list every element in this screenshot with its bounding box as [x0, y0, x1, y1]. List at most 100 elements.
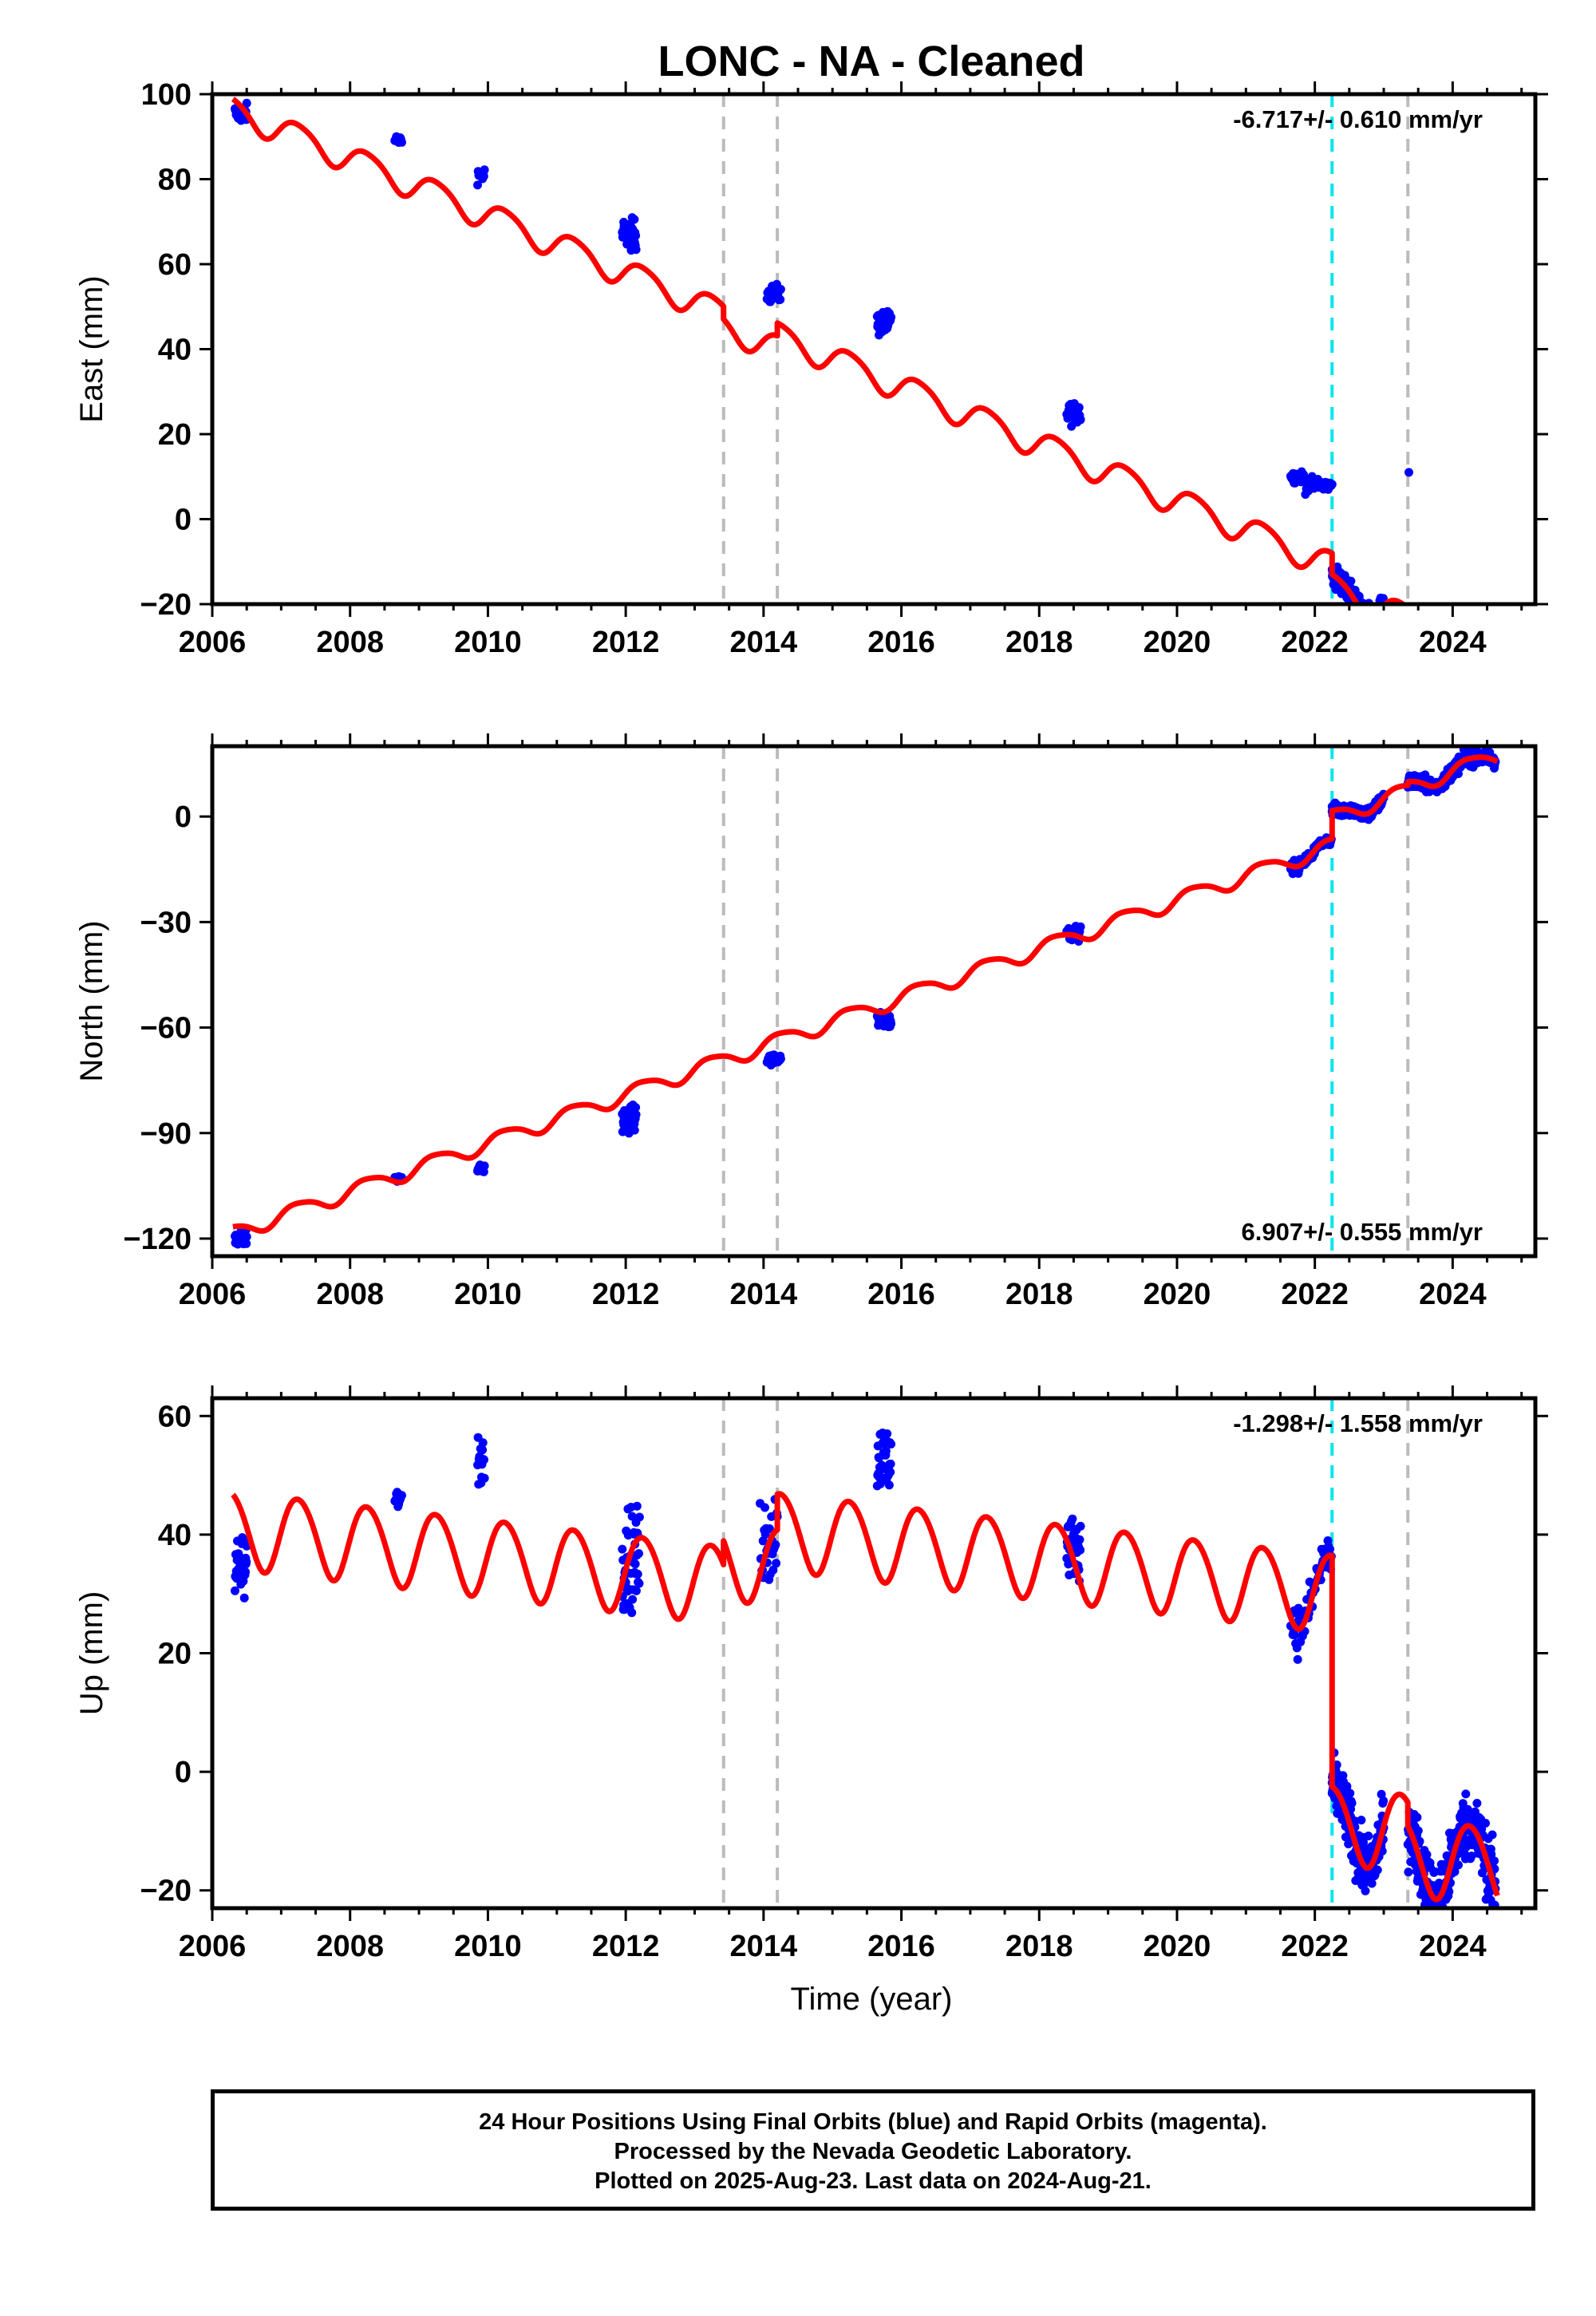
processing-note-line-2: Processed by the Nevada Geodetic Laborat… — [614, 2139, 1132, 2164]
data-point — [1489, 661, 1498, 670]
data-point — [633, 1569, 642, 1579]
data-point — [1410, 622, 1419, 630]
data-point — [241, 1567, 250, 1577]
data-point — [1076, 1545, 1085, 1555]
data-point — [634, 1549, 643, 1559]
data-point — [1484, 661, 1493, 670]
data-point — [1473, 658, 1482, 667]
data-point — [1408, 624, 1416, 633]
data-point — [630, 1125, 639, 1135]
data-point — [1406, 624, 1415, 633]
data-point — [1373, 611, 1382, 620]
data-point — [1424, 1910, 1433, 1919]
x-tick-label: 2012 — [592, 1930, 660, 1963]
x-tick-label: 2016 — [867, 626, 935, 659]
data-point — [618, 1544, 627, 1554]
model-curve — [231, 1491, 1500, 1903]
data-point — [887, 312, 896, 322]
data-point — [1353, 610, 1362, 619]
east-panel: 2006 2008 2010 2012 2014 2016 2018 2020 2022 2024… — [74, 78, 1548, 682]
data-point — [1076, 922, 1085, 931]
figure-title: LONC - NA - Cleaned — [658, 38, 1084, 85]
y-tick-label: −90 — [140, 1117, 192, 1151]
data-point — [1361, 609, 1369, 618]
rate-label: 6.907+/- 0.555 mm/yr — [1242, 1218, 1483, 1246]
data-point — [1410, 628, 1419, 637]
data-point — [1487, 662, 1496, 670]
x-tick-label: 2012 — [592, 1278, 660, 1311]
y-tick-label: 60 — [158, 1400, 192, 1433]
data-point — [1409, 622, 1418, 631]
data-point — [1404, 626, 1412, 635]
data-point — [1485, 671, 1494, 680]
data-point — [1374, 615, 1383, 624]
data-point — [1429, 661, 1438, 670]
y-tick-label: 20 — [158, 418, 192, 452]
data-point — [1373, 1865, 1382, 1875]
data-point — [1369, 608, 1377, 617]
data-point — [1367, 620, 1376, 629]
y-tick-label: −20 — [140, 1875, 192, 1908]
data-point — [1357, 612, 1366, 621]
data-point — [1441, 659, 1450, 668]
data-point — [1360, 611, 1369, 619]
data-point — [1486, 666, 1495, 674]
data-point — [242, 1239, 251, 1248]
x-tick-label: 2010 — [454, 626, 522, 659]
x-tick-label: 2024 — [1419, 626, 1487, 659]
data-point — [1367, 608, 1376, 617]
data-point — [1428, 663, 1437, 672]
data-point — [1405, 625, 1414, 634]
data-point — [631, 245, 641, 255]
data-point — [1487, 665, 1496, 674]
data-point — [1371, 618, 1380, 626]
data-point — [1368, 615, 1377, 624]
data-point — [1362, 608, 1371, 617]
data-point — [1357, 607, 1365, 616]
rate-label: -1.298+/- 1.558 mm/yr — [1233, 1409, 1483, 1437]
data-point — [627, 1608, 637, 1618]
data-point — [1366, 614, 1375, 622]
data-point — [628, 1595, 638, 1604]
y-tick-label: 40 — [158, 1519, 192, 1552]
data-point — [1485, 669, 1494, 678]
data-point — [242, 1232, 251, 1242]
x-tick-label: 2018 — [1005, 626, 1073, 659]
data-point — [1436, 659, 1444, 668]
data-point — [884, 1480, 894, 1490]
data-point — [1477, 661, 1486, 670]
data-point — [1378, 605, 1387, 614]
data-point — [1327, 480, 1337, 489]
data-point — [1431, 661, 1440, 670]
data-point — [1432, 665, 1441, 674]
data-point — [1361, 612, 1369, 621]
x-tick-label: 2022 — [1281, 1930, 1349, 1963]
data-point — [1068, 1514, 1077, 1524]
data-point — [1368, 610, 1377, 619]
data-point — [1347, 1799, 1357, 1808]
data-point — [1359, 615, 1368, 624]
data-point — [1367, 1879, 1377, 1888]
data-point — [1487, 673, 1495, 682]
data-point — [1373, 609, 1381, 618]
y-tick-label: −20 — [140, 588, 192, 622]
data-point — [1370, 615, 1379, 623]
data-point — [1357, 609, 1365, 618]
data-point — [1476, 658, 1485, 667]
data-point — [881, 1446, 891, 1456]
data-point — [1431, 664, 1440, 673]
data-point — [1480, 665, 1489, 674]
data-point — [631, 1586, 641, 1595]
plot-frame — [210, 744, 1538, 1259]
data-point — [1412, 1812, 1422, 1822]
data-point — [1408, 626, 1417, 634]
data-point — [1361, 611, 1370, 620]
x-tick-label: 2018 — [1005, 1930, 1073, 1963]
x-tick-label: 2020 — [1144, 626, 1211, 659]
data-point — [1375, 608, 1384, 617]
data-point — [1363, 607, 1372, 615]
data-point — [1365, 608, 1374, 617]
data-point — [1444, 1887, 1454, 1896]
data-point — [1373, 617, 1382, 626]
